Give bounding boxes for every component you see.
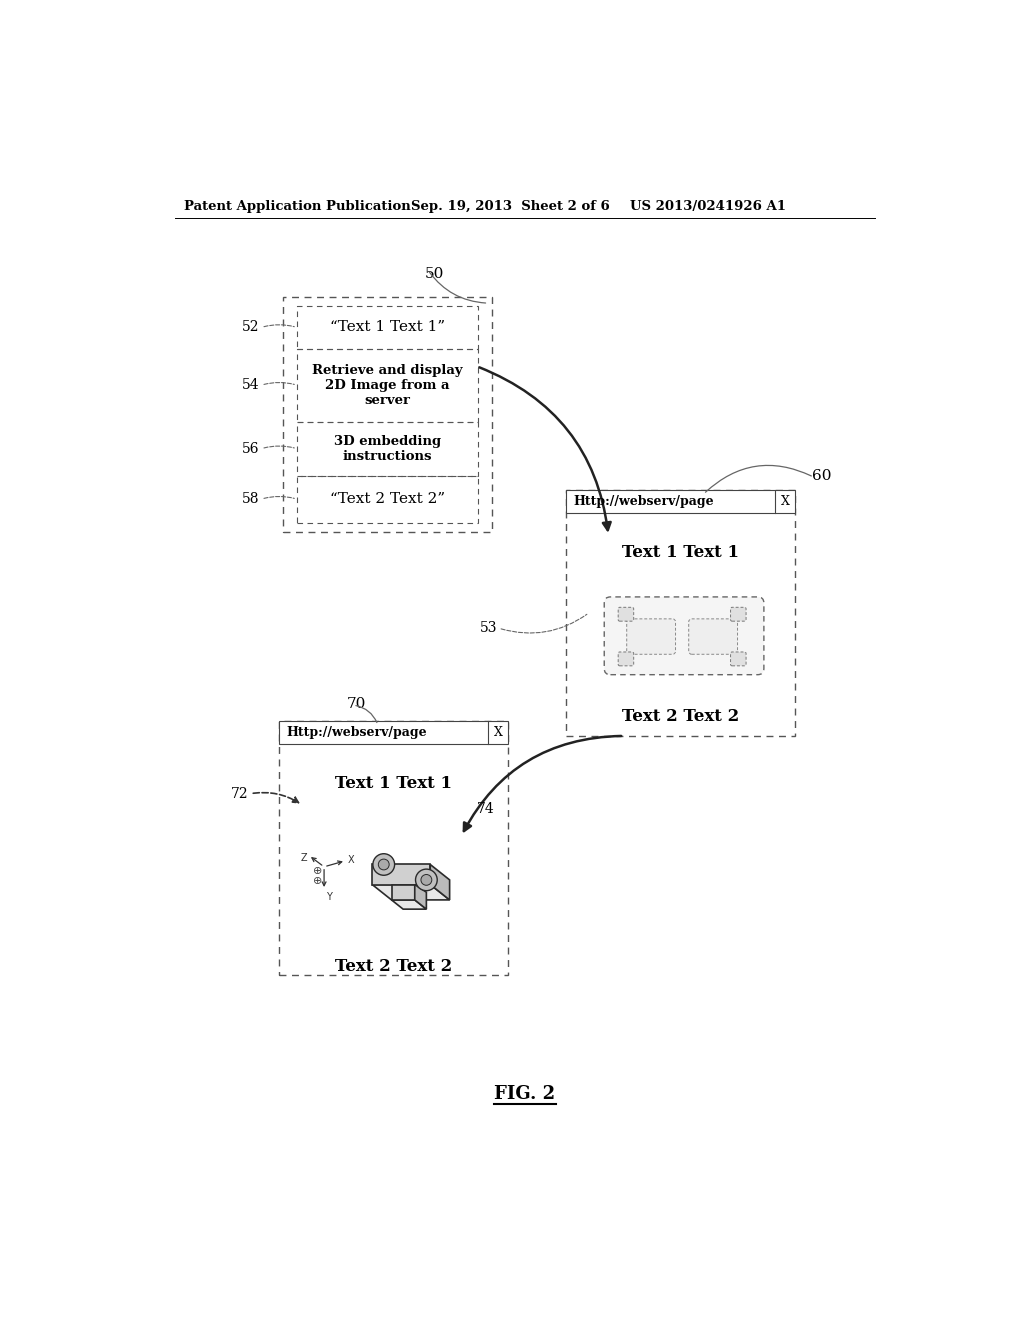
Text: 54: 54 bbox=[242, 378, 260, 392]
Polygon shape bbox=[391, 884, 415, 900]
Text: FIG. 2: FIG. 2 bbox=[495, 1085, 555, 1104]
FancyBboxPatch shape bbox=[730, 652, 746, 665]
Text: 52: 52 bbox=[243, 321, 260, 334]
Text: “Text 1 Text 1”: “Text 1 Text 1” bbox=[330, 321, 445, 334]
Bar bbox=[566, 490, 795, 512]
Text: 3D embedding
instructions: 3D embedding instructions bbox=[334, 434, 441, 463]
Bar bbox=[297, 475, 478, 523]
FancyBboxPatch shape bbox=[689, 619, 737, 655]
Text: Text 2 Text 2: Text 2 Text 2 bbox=[335, 958, 452, 975]
Ellipse shape bbox=[373, 854, 394, 875]
Text: 74: 74 bbox=[477, 803, 495, 816]
FancyBboxPatch shape bbox=[618, 652, 634, 665]
Text: 58: 58 bbox=[243, 492, 260, 506]
FancyBboxPatch shape bbox=[604, 597, 764, 675]
Bar bbox=[283, 297, 493, 532]
Text: ⊕: ⊕ bbox=[313, 866, 323, 875]
Text: Sep. 19, 2013  Sheet 2 of 6: Sep. 19, 2013 Sheet 2 of 6 bbox=[411, 199, 609, 213]
Text: X: X bbox=[780, 495, 790, 508]
Text: Y: Y bbox=[327, 892, 332, 902]
Text: 60: 60 bbox=[812, 469, 831, 483]
Text: Http://webserv/page: Http://webserv/page bbox=[573, 495, 715, 508]
Polygon shape bbox=[391, 900, 426, 909]
Text: “Text 2 Text 2”: “Text 2 Text 2” bbox=[330, 492, 445, 506]
Text: ⊕: ⊕ bbox=[313, 875, 323, 886]
Bar bbox=[566, 490, 795, 737]
Text: Retrieve and display
2D Image from a
server: Retrieve and display 2D Image from a ser… bbox=[312, 364, 463, 407]
Text: Text 1 Text 1: Text 1 Text 1 bbox=[622, 544, 738, 561]
Bar bbox=[297, 422, 478, 475]
Text: Text 2 Text 2: Text 2 Text 2 bbox=[622, 708, 738, 725]
Text: 53: 53 bbox=[479, 622, 497, 635]
FancyBboxPatch shape bbox=[627, 619, 676, 655]
Bar bbox=[280, 721, 508, 974]
Text: 70: 70 bbox=[347, 697, 367, 710]
Text: US 2013/0241926 A1: US 2013/0241926 A1 bbox=[630, 199, 786, 213]
Text: Http://webserv/page: Http://webserv/page bbox=[287, 726, 427, 739]
Text: 50: 50 bbox=[424, 267, 443, 281]
Text: X: X bbox=[348, 855, 354, 865]
Bar bbox=[297, 348, 478, 422]
Ellipse shape bbox=[416, 869, 437, 891]
FancyBboxPatch shape bbox=[730, 607, 746, 622]
Text: Z: Z bbox=[300, 853, 307, 863]
Ellipse shape bbox=[421, 875, 432, 886]
Text: 56: 56 bbox=[243, 442, 260, 455]
Text: Patent Application Publication: Patent Application Publication bbox=[183, 199, 411, 213]
Polygon shape bbox=[372, 884, 450, 900]
Text: Text 1 Text 1: Text 1 Text 1 bbox=[335, 775, 452, 792]
Text: 72: 72 bbox=[230, 787, 248, 801]
FancyBboxPatch shape bbox=[618, 607, 634, 622]
Bar bbox=[280, 721, 508, 743]
Polygon shape bbox=[415, 884, 426, 909]
Ellipse shape bbox=[378, 859, 389, 870]
Bar bbox=[297, 306, 478, 348]
Polygon shape bbox=[372, 865, 430, 884]
Text: X: X bbox=[494, 726, 503, 739]
Polygon shape bbox=[430, 865, 450, 900]
